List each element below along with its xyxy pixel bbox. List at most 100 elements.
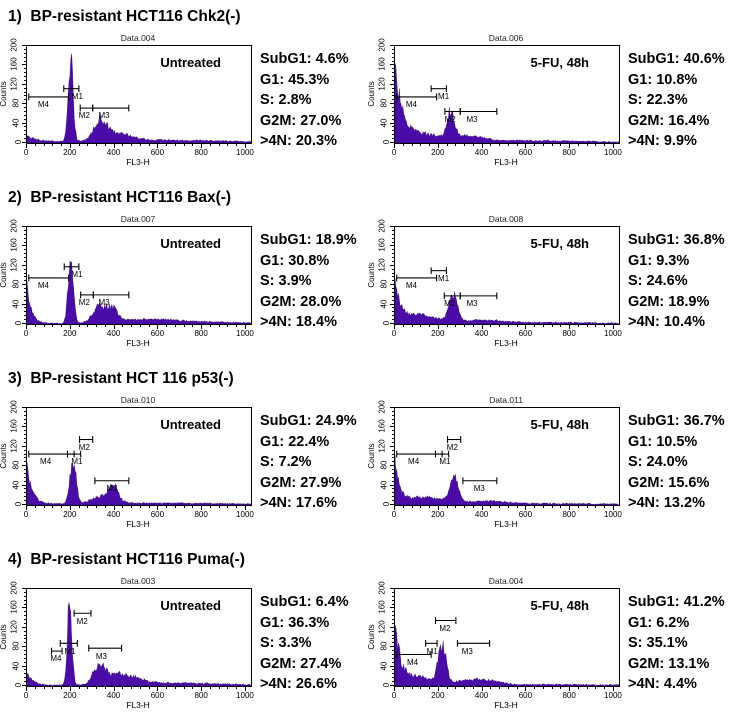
- x-tick: [507, 325, 509, 327]
- x-tick: [192, 144, 194, 146]
- y-tick: [22, 103, 26, 105]
- x-tick: [586, 144, 588, 146]
- y-tick: [24, 615, 26, 617]
- y-tick: [390, 323, 394, 324]
- y-tick: [24, 496, 26, 498]
- y-tick: [24, 257, 26, 259]
- x-tick: [472, 687, 474, 689]
- y-tick-label: 200: [9, 38, 19, 52]
- x-tick-label: 1000: [604, 148, 622, 157]
- x-tick: [499, 325, 501, 327]
- x-tick: [174, 144, 176, 146]
- x-tick: [560, 325, 562, 327]
- x-tick-label: 200: [431, 329, 445, 338]
- y-tick: [24, 87, 26, 89]
- y-axis: Counts 0 40 80 120 160 200: [367, 219, 394, 325]
- y-tick-label: 160: [377, 419, 387, 434]
- x-tick: [402, 687, 404, 689]
- y-tick-label: 160: [9, 238, 19, 253]
- y-tick: [390, 445, 394, 447]
- stat-s: S: 7.2%: [260, 454, 312, 470]
- y-tick: [22, 284, 26, 286]
- plot-area: 5-FU, 48h M4 M1 M2 M3: [394, 226, 620, 325]
- x-tick: [139, 325, 141, 327]
- y-tick: [24, 233, 26, 235]
- x-tick: [43, 687, 45, 689]
- stats-block: SubG1: 18.9% G1: 30.8% S: 3.9% G2M: 28.0…: [260, 230, 357, 349]
- y-tick: [392, 488, 394, 490]
- y-tick-label: 80: [11, 98, 21, 108]
- y-tick: [24, 299, 26, 301]
- x-tick: [131, 325, 133, 327]
- y-tick: [22, 303, 26, 305]
- x-axis-label: FL3-H: [494, 157, 518, 167]
- histogram: [395, 436, 619, 505]
- x-tick: [148, 144, 150, 146]
- y-tick: [22, 83, 26, 85]
- stats-block: SubG1: 36.7% G1: 10.5% S: 24.0% G2M: 15.…: [628, 411, 725, 530]
- y-tick: [22, 685, 26, 686]
- y-tick: [24, 130, 26, 132]
- y-tick: [24, 315, 26, 317]
- x-tick: [139, 687, 141, 689]
- y-tick: [392, 56, 394, 58]
- stat-s: S: 24.6%: [628, 273, 688, 289]
- marker-label: M1: [438, 274, 450, 283]
- flow-cytometry-panel: Data.011 5-FU, 48h M4 M1 M2 M3 0 200 400 600 80…: [367, 395, 736, 530]
- histogram: [27, 436, 251, 505]
- x-axis-ticks: 0 200 400 600 800 1000: [23, 687, 254, 700]
- stat-subg1: SubG1: 18.9%: [260, 232, 357, 248]
- x-tick: [52, 687, 54, 689]
- y-tick-label: 200: [9, 581, 19, 595]
- y-tick-label: 0: [13, 682, 23, 688]
- x-tick: [87, 325, 89, 327]
- x-tick-label: 0: [23, 148, 29, 157]
- y-tick: [24, 430, 26, 432]
- stat-g2m: G2M: 18.9%: [628, 293, 710, 310]
- y-tick: [392, 677, 394, 679]
- x-tick: [560, 144, 562, 146]
- x-tick: [411, 687, 413, 689]
- x-tick-label: 0: [23, 691, 29, 700]
- plot-title: Data.004: [120, 33, 156, 43]
- y-tick: [392, 650, 394, 652]
- x-tick: [446, 506, 448, 508]
- x-tick: [104, 687, 106, 689]
- x-tick: [586, 687, 588, 689]
- y-tick: [22, 465, 26, 467]
- marker-label: M4: [406, 657, 419, 667]
- plot-title: Data.004: [488, 576, 524, 586]
- y-tick: [24, 434, 26, 436]
- histogram-chart: Data.008 5-FU, 48h M4 M1 M2 M3 0 200 400 600 80…: [367, 214, 622, 349]
- y-tick: [24, 91, 26, 93]
- x-tick-label: 400: [106, 329, 121, 338]
- histogram-chart: Data.004 Untreated M4 M1 M2 M3 0 200 400 600 80…: [0, 33, 254, 168]
- x-tick: [534, 325, 536, 327]
- stat-g2m: G2M: 16.4%: [628, 112, 710, 129]
- x-tick: [525, 144, 527, 148]
- y-tick: [392, 418, 394, 420]
- y-tick: [24, 642, 26, 644]
- marker-label: M1: [71, 92, 83, 102]
- plot-title: Data.007: [120, 214, 156, 224]
- y-tick: [24, 422, 26, 424]
- y-tick: [22, 323, 26, 324]
- stat-s: S: 2.8%: [260, 92, 312, 108]
- y-tick: [392, 76, 394, 78]
- plot-title: Data.011: [489, 395, 523, 405]
- y-tick: [392, 422, 394, 424]
- y-tick: [392, 126, 394, 128]
- y-tick-label: 80: [11, 279, 21, 289]
- x-tick: [218, 144, 220, 146]
- condition-label: 5-FU, 48h: [530, 417, 589, 432]
- x-tick-label: 200: [63, 510, 77, 519]
- y-tick: [392, 233, 394, 235]
- stat-s: S: 3.3%: [260, 635, 312, 651]
- y-tick: [22, 607, 26, 609]
- x-tick: [420, 144, 422, 146]
- x-tick: [551, 325, 553, 327]
- x-tick: [394, 506, 395, 510]
- x-tick: [481, 506, 483, 510]
- x-tick-label: 0: [391, 510, 397, 519]
- y-tick: [392, 472, 394, 474]
